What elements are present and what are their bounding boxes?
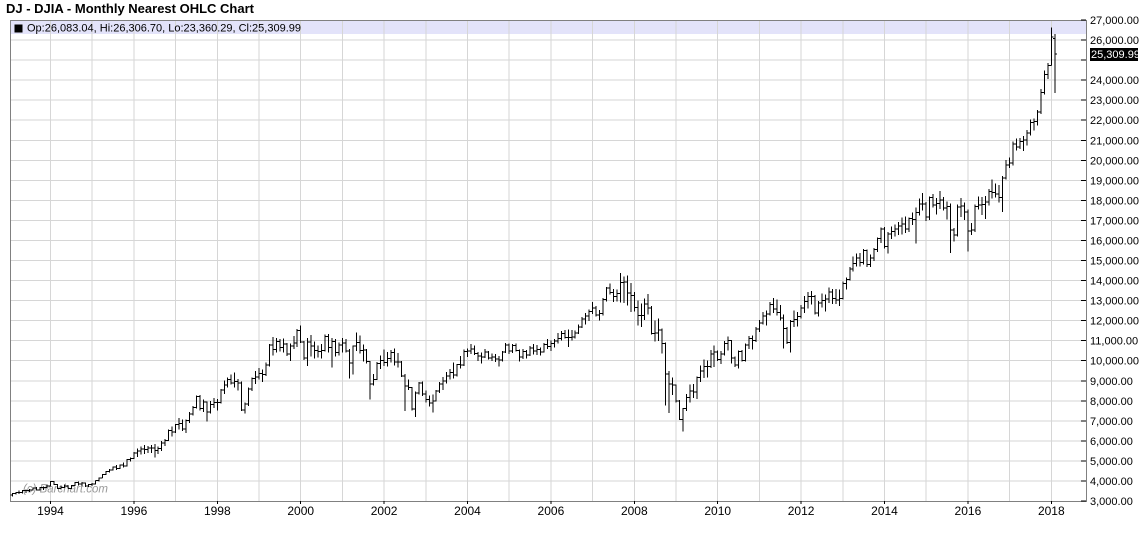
svg-text:7,000.00: 7,000.00 [1090,416,1133,428]
svg-text:2008: 2008 [621,504,648,518]
svg-text:Op:26,083.04, Hi:26,306.70, Lo: Op:26,083.04, Hi:26,306.70, Lo:23,360.29… [27,23,301,35]
svg-text:9,000.00: 9,000.00 [1090,376,1133,388]
svg-text:27,000.00: 27,000.00 [1090,15,1139,27]
svg-text:24,000.00: 24,000.00 [1090,75,1139,87]
svg-text:14,000.00: 14,000.00 [1090,276,1139,288]
svg-text:19,000.00: 19,000.00 [1090,175,1139,187]
svg-text:11,000.00: 11,000.00 [1090,336,1138,348]
svg-text:17,000.00: 17,000.00 [1090,215,1139,227]
svg-text:2016: 2016 [955,504,982,518]
svg-text:1998: 1998 [204,504,231,518]
svg-text:15,000.00: 15,000.00 [1090,256,1139,268]
svg-text:22,000.00: 22,000.00 [1090,115,1139,127]
svg-text:1994: 1994 [37,504,64,518]
svg-text:20,000.00: 20,000.00 [1090,155,1139,167]
svg-text:4,000.00: 4,000.00 [1090,476,1133,488]
svg-text:2012: 2012 [788,504,815,518]
svg-text:12,000.00: 12,000.00 [1090,316,1139,328]
svg-text:13,000.00: 13,000.00 [1090,296,1139,308]
svg-text:2006: 2006 [538,504,565,518]
svg-text:10,000.00: 10,000.00 [1090,356,1139,368]
svg-text:1996: 1996 [121,504,148,518]
svg-text:16,000.00: 16,000.00 [1090,235,1139,247]
svg-text:23,000.00: 23,000.00 [1090,95,1139,107]
svg-text:2004: 2004 [454,504,481,518]
svg-text:6,000.00: 6,000.00 [1090,436,1133,448]
svg-text:DJ - DJIA - Monthly Nearest OH: DJ - DJIA - Monthly Nearest OHLC Chart [6,1,255,16]
svg-text:(c) Barchart.com: (c) Barchart.com [23,484,108,496]
svg-text:2010: 2010 [704,504,731,518]
svg-text:8,000.00: 8,000.00 [1090,396,1133,408]
svg-text:21,000.00: 21,000.00 [1090,135,1139,147]
svg-text:2018: 2018 [1038,504,1065,518]
svg-text:2000: 2000 [287,504,314,518]
svg-text:3,000.00: 3,000.00 [1090,496,1133,508]
svg-text:18,000.00: 18,000.00 [1090,195,1139,207]
svg-text:25,309.99: 25,309.99 [1091,49,1140,61]
svg-text:5,000.00: 5,000.00 [1090,456,1133,468]
svg-text:2014: 2014 [871,504,898,518]
svg-text:2002: 2002 [371,504,398,518]
svg-text:26,000.00: 26,000.00 [1090,35,1139,47]
